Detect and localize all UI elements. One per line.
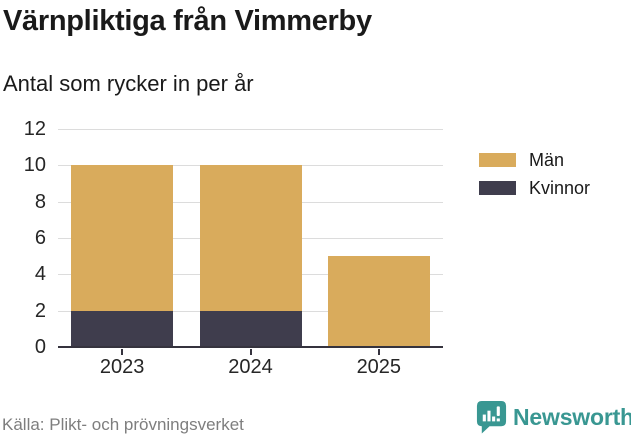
source-attribution: Källa: Plikt- och prövningsverket (2, 415, 244, 434)
x-axis-labels: 2023 2024 2025 (58, 356, 443, 379)
y-tick-label-10: 10 (23, 154, 46, 177)
chart-title: Värnpliktiga från Vimmerby (3, 5, 372, 37)
newsworthy-logo-icon (475, 399, 508, 435)
y-tick-label-4: 4 (34, 263, 46, 286)
legend-swatch-man (479, 153, 516, 167)
legend-label-kvinnor: Kvinnor (529, 177, 591, 198)
plot-area (58, 120, 443, 355)
y-tick-label-8: 8 (34, 190, 46, 213)
brand-name: Newsworthy (513, 403, 631, 430)
y-tick-label-0: 0 (34, 336, 46, 358)
legend-item-man: Män (479, 146, 590, 174)
bar-segment-2025-män (327, 256, 430, 347)
bar-segment-2023-kvinnor (71, 310, 174, 347)
y-axis-labels: 0 2 4 6 8 10 12 (0, 118, 46, 358)
x-tick-mark-2025 (377, 349, 380, 355)
legend-label-man: Män (529, 149, 565, 170)
x-tick-label-2025: 2025 (356, 356, 402, 378)
y-tick-label-12: 12 (23, 118, 46, 140)
chart-subtitle: Antal som rycker in per år (3, 71, 254, 96)
x-axis-line (58, 346, 443, 348)
y-tick-label-6: 6 (34, 227, 46, 249)
gridline-12 (58, 129, 443, 130)
legend-swatch-kvinnor (479, 181, 516, 195)
x-tick-label-2024: 2024 (228, 356, 273, 378)
x-tick-label-2023: 2023 (99, 356, 145, 378)
x-tick-mark-2024 (249, 349, 252, 355)
legend-item-kvinnor: Kvinnor (479, 174, 590, 202)
bar-segment-2024-kvinnor (199, 310, 302, 347)
x-tick-mark-2023 (121, 349, 124, 355)
bar-segment-2023-män (71, 165, 174, 311)
y-tick-label-2: 2 (34, 299, 46, 322)
brand-lockup: Newsworthy (475, 399, 631, 435)
bar-segment-2024-män (199, 165, 302, 311)
legend: Män Kvinnor (479, 146, 590, 202)
